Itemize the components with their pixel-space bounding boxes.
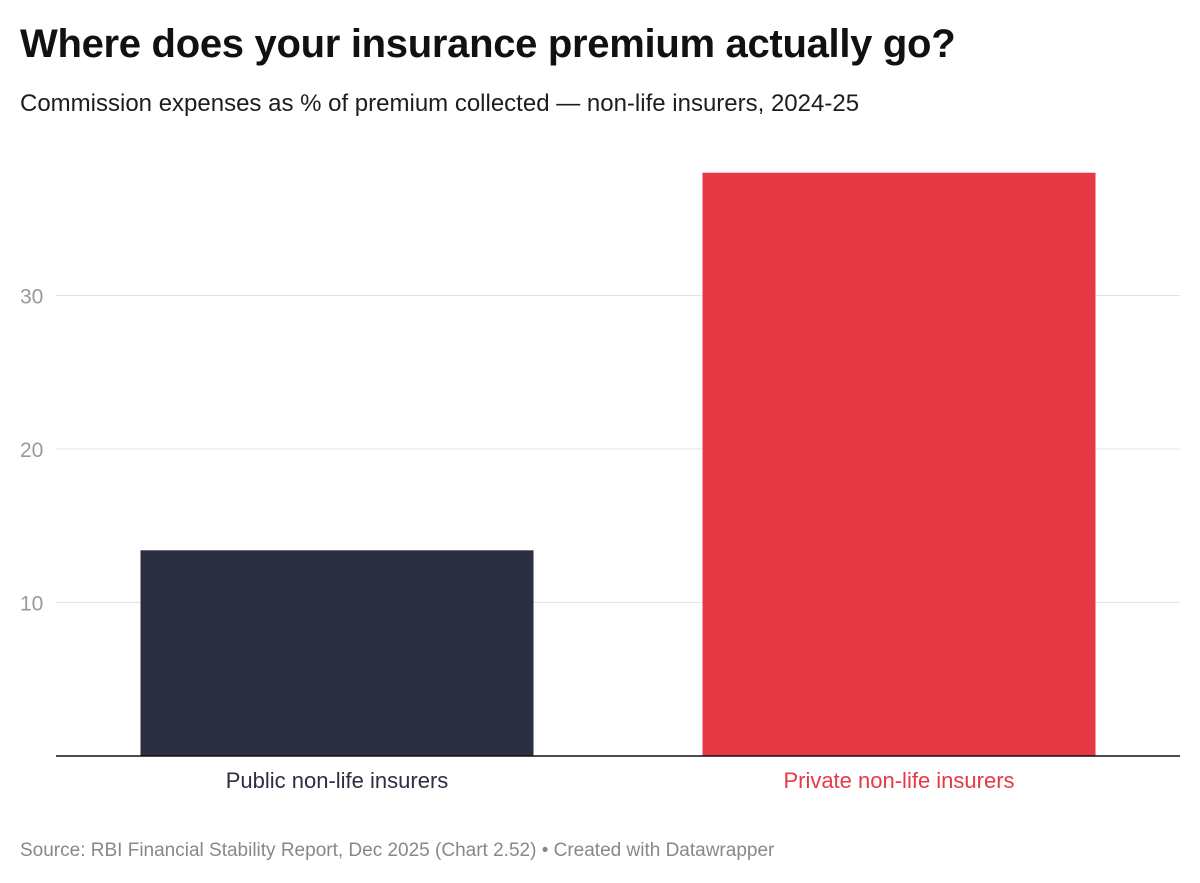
y-tick-label: 30 xyxy=(20,286,43,309)
source-note: Source: RBI Financial Stability Report, … xyxy=(20,840,774,862)
x-tick-label: Private non-life insurers xyxy=(783,768,1014,793)
chart-title: Where does your insurance premium actual… xyxy=(20,22,956,66)
chart-subtitle: Commission expenses as % of premium coll… xyxy=(20,90,860,117)
bar-chart: 10 20 30 Public non-life insurers Private n… xyxy=(20,172,1180,793)
source-separator: • xyxy=(541,840,549,861)
y-tick-label: 10 xyxy=(20,593,43,616)
x-axis-labels: Public non-life insurers Private non-life… xyxy=(226,768,1015,793)
source-credit: Created with Datawrapper xyxy=(553,840,775,861)
bars xyxy=(140,172,1096,756)
x-tick-label: Public non-life insurers xyxy=(226,768,449,793)
bar xyxy=(140,550,534,756)
source-text: Source: RBI Financial Stability Report, … xyxy=(20,840,537,861)
bar xyxy=(702,172,1096,756)
y-tick-label: 20 xyxy=(20,439,43,462)
y-axis-ticks: 10 20 30 xyxy=(20,286,43,616)
